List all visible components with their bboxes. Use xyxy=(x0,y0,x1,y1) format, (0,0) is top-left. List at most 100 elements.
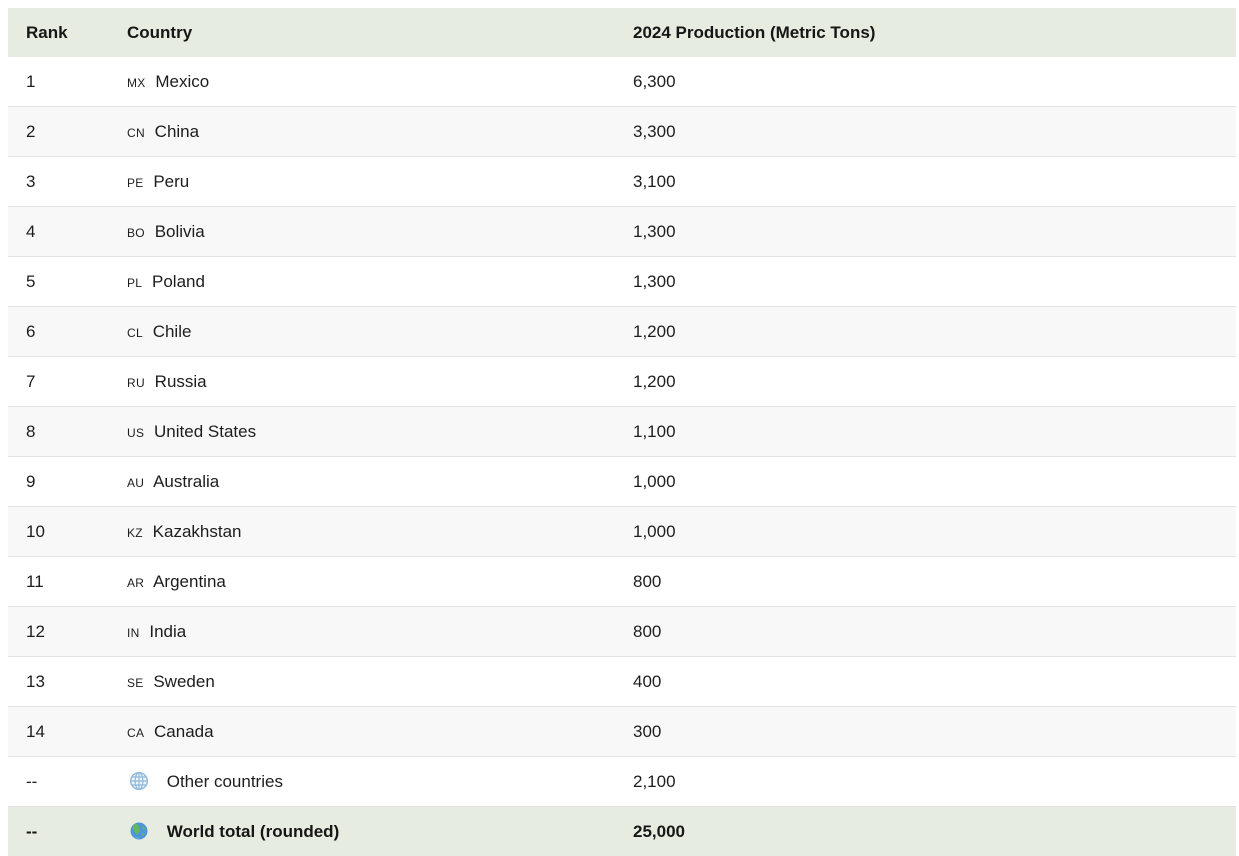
country-name: Peru xyxy=(153,171,190,191)
rank-cell: 13 xyxy=(26,671,45,691)
country-cell: SE Sweden xyxy=(127,657,633,707)
country-cell: Other countries xyxy=(127,757,633,807)
country-name: India xyxy=(149,621,187,641)
production-cell: 1,300 xyxy=(633,271,676,291)
table-row: 4 BO Bolivia 1,300 xyxy=(8,206,1236,257)
table-row: 10 KZ Kazakhstan 1,000 xyxy=(8,506,1236,557)
country-name: Mexico xyxy=(155,71,210,91)
production-cell: 800 xyxy=(633,571,662,591)
country-code: PL xyxy=(127,275,143,290)
country-code: CN xyxy=(127,125,145,140)
table-row: -- World total (rounded) 25,000 xyxy=(8,806,1236,856)
country-name: United States xyxy=(154,421,257,441)
country-code: IN xyxy=(127,625,140,640)
table-row: 13 SE Sweden 400 xyxy=(8,656,1236,707)
country-name: Kazakhstan xyxy=(152,521,242,541)
production-table: Rank Country 2024 Production (Metric Ton… xyxy=(8,8,1236,856)
rank-cell: 6 xyxy=(26,321,36,341)
country-code: US xyxy=(127,425,145,440)
table-row: 3 PE Peru 3,100 xyxy=(8,156,1236,207)
rank-cell: 1 xyxy=(26,71,36,91)
table-row: 1 MX Mexico 6,300 xyxy=(8,57,1236,107)
country-name: Chile xyxy=(152,321,192,341)
country-cell: BO Bolivia xyxy=(127,207,633,257)
production-cell: 1,100 xyxy=(633,421,676,441)
globe-with-meridians-icon xyxy=(129,771,149,791)
rank-cell: 14 xyxy=(26,721,45,741)
country-cell: PE Peru xyxy=(127,157,633,207)
country-code: MX xyxy=(127,75,146,90)
table-body: 1 MX Mexico 6,300 2 CN China 3,300 3 PE … xyxy=(8,57,1236,856)
earth-globe-icon xyxy=(129,821,149,841)
country-name: Argentina xyxy=(153,571,226,591)
table-row: 14 CA Canada 300 xyxy=(8,706,1236,757)
table-row: -- Other countries 2,100 xyxy=(8,756,1236,807)
country-cell: IN India xyxy=(127,607,633,657)
country-code: BO xyxy=(127,225,145,240)
table-row: 7 RU Russia 1,200 xyxy=(8,356,1236,407)
country-name: Other countries xyxy=(166,772,283,791)
country-cell: CN China xyxy=(127,107,633,157)
country-name: Australia xyxy=(153,471,220,491)
table-row: 11 AR Argentina 800 xyxy=(8,556,1236,607)
country-cell: World total (rounded) xyxy=(127,807,633,856)
rank-cell: 9 xyxy=(26,471,36,491)
country-cell: CL Chile xyxy=(127,307,633,357)
rank-cell: 11 xyxy=(26,571,44,591)
production-cell: 6,300 xyxy=(633,71,676,91)
header-row: Rank Country 2024 Production (Metric Ton… xyxy=(8,8,1236,57)
production-cell: 300 xyxy=(633,721,662,741)
country-code: SE xyxy=(127,675,144,690)
rank-cell: 7 xyxy=(26,371,36,391)
rank-cell: 5 xyxy=(26,271,36,291)
rank-cell: 10 xyxy=(26,521,45,541)
country-cell: RU Russia xyxy=(127,357,633,407)
country-name: Russia xyxy=(154,371,207,391)
table-row: 9 AU Australia 1,000 xyxy=(8,456,1236,507)
country-cell: AR Argentina xyxy=(127,557,633,607)
rank-cell: 8 xyxy=(26,421,36,441)
production-cell: 400 xyxy=(633,671,662,691)
table-row: 5 PL Poland 1,300 xyxy=(8,256,1236,307)
production-cell: 1,200 xyxy=(633,321,676,341)
production-cell: 800 xyxy=(633,621,662,641)
country-name: Poland xyxy=(152,271,205,291)
country-name: Sweden xyxy=(153,671,215,691)
rank-cell: 2 xyxy=(26,121,36,141)
country-code: KZ xyxy=(127,525,143,540)
table-row: 2 CN China 3,300 xyxy=(8,106,1236,157)
country-code: CL xyxy=(127,325,143,340)
rank-cell: -- xyxy=(26,821,38,841)
production-cell: 3,300 xyxy=(633,121,676,141)
country-cell: US United States xyxy=(127,407,633,457)
production-column-header: 2024 Production (Metric Tons) xyxy=(633,22,876,42)
rank-column-header: Rank xyxy=(26,22,68,42)
production-cell: 1,000 xyxy=(633,471,676,491)
production-cell: 2,100 xyxy=(633,771,676,791)
country-cell: CA Canada xyxy=(127,707,633,757)
country-code: PE xyxy=(127,175,144,190)
country-name: World total (rounded) xyxy=(166,822,340,841)
country-code: CA xyxy=(127,725,145,740)
table-row: 8 US United States 1,100 xyxy=(8,406,1236,457)
country-column-header: Country xyxy=(127,22,193,42)
production-cell: 25,000 xyxy=(633,821,685,841)
country-code: AR xyxy=(127,575,145,590)
table-row: 6 CL Chile 1,200 xyxy=(8,306,1236,357)
country-code: AU xyxy=(127,475,145,490)
country-cell: KZ Kazakhstan xyxy=(127,507,633,557)
country-cell: MX Mexico xyxy=(127,57,633,107)
country-name: Bolivia xyxy=(154,221,205,241)
production-cell: 1,200 xyxy=(633,371,676,391)
table-row: 12 IN India 800 xyxy=(8,606,1236,657)
country-code: RU xyxy=(127,375,145,390)
country-name: China xyxy=(154,121,200,141)
rank-cell: -- xyxy=(26,771,38,791)
country-cell: AU Australia xyxy=(127,457,633,507)
production-cell: 1,300 xyxy=(633,221,676,241)
country-name: Canada xyxy=(154,721,214,741)
country-cell: PL Poland xyxy=(127,257,633,307)
rank-cell: 3 xyxy=(26,171,36,191)
production-cell: 1,000 xyxy=(633,521,676,541)
